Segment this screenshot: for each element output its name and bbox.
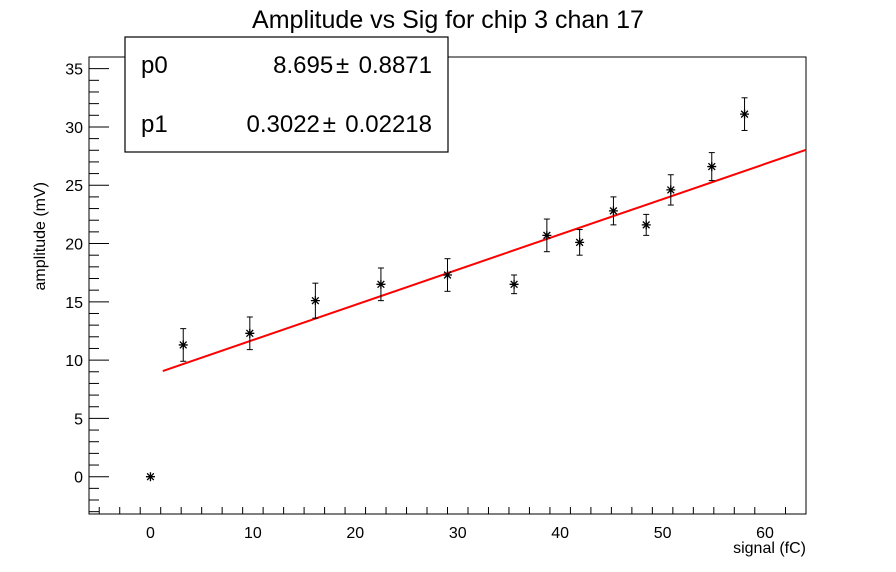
- x-tick-label: 10: [244, 525, 262, 542]
- stats-box: p0 0.8871 ±8.695 p1 0.02218 ±0.3022: [124, 36, 449, 153]
- star-marker: [608, 206, 618, 216]
- data-point: [245, 316, 255, 351]
- stat-pm: ±: [323, 111, 336, 138]
- data-point: [740, 97, 750, 131]
- x-tick-label: 50: [654, 525, 672, 542]
- y-tick-label: 15: [65, 295, 83, 312]
- stat-value: 8.695: [273, 52, 333, 79]
- x-tick-label: 60: [756, 525, 774, 542]
- data-point: [376, 267, 386, 302]
- stat-name: p0: [141, 52, 168, 79]
- data-point: [310, 282, 320, 319]
- fit-line: [162, 148, 807, 373]
- fit-layer: [162, 148, 807, 373]
- chart-title: Amplitude vs Sig for chip 3 chan 17: [252, 6, 644, 34]
- star-marker: [509, 279, 519, 289]
- tick-labels: 0 10 20 30 40 50 60 0 5 10 15 20 25 30 35: [65, 62, 774, 542]
- star-marker: [245, 328, 255, 338]
- stat-error: 0.02218: [345, 111, 432, 138]
- y-tick-label: 5: [74, 411, 83, 428]
- star-marker: [641, 220, 651, 230]
- data-point: [542, 218, 552, 253]
- data-point: [443, 258, 452, 292]
- x-tick-label: 30: [449, 525, 467, 542]
- star-marker: [178, 340, 188, 350]
- stat-name: p1: [141, 111, 168, 138]
- x-tick-label: 40: [551, 525, 569, 542]
- data-point: [509, 274, 519, 295]
- x-tick-label: 20: [346, 525, 364, 542]
- y-tick-label: 20: [65, 237, 83, 254]
- data-point: [608, 196, 618, 226]
- data-point: [666, 174, 676, 206]
- star-marker: [575, 237, 585, 247]
- star-marker: [443, 270, 452, 280]
- x-axis-title: signal (fC): [733, 540, 806, 557]
- data-point: [641, 213, 651, 236]
- star-marker: [707, 162, 717, 172]
- data-point: [145, 472, 155, 482]
- points-layer: [145, 97, 750, 482]
- stats-box-frame: [124, 36, 449, 153]
- y-axis-title: amplitude (mV): [32, 182, 49, 290]
- star-marker: [310, 296, 320, 306]
- y-tick-label: 0: [74, 470, 83, 487]
- star-marker: [542, 230, 552, 240]
- star-marker: [740, 109, 750, 119]
- stat-pm: ±: [336, 52, 349, 79]
- star-marker: [376, 279, 386, 289]
- y-tick-label: 35: [65, 62, 83, 79]
- stat-error: 0.8871: [359, 52, 432, 79]
- star-marker: [666, 185, 676, 195]
- stat-value: 0.3022: [246, 111, 319, 138]
- y-tick-label: 10: [65, 353, 83, 370]
- data-point: [178, 328, 188, 362]
- data-point: [575, 229, 585, 256]
- data-point: [707, 152, 717, 182]
- y-tick-label: 30: [65, 120, 83, 137]
- y-tick-label: 25: [65, 178, 83, 195]
- star-marker: [145, 472, 155, 482]
- x-tick-label: 0: [146, 525, 155, 542]
